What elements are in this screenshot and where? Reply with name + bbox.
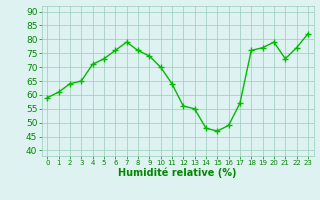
- X-axis label: Humidité relative (%): Humidité relative (%): [118, 168, 237, 178]
